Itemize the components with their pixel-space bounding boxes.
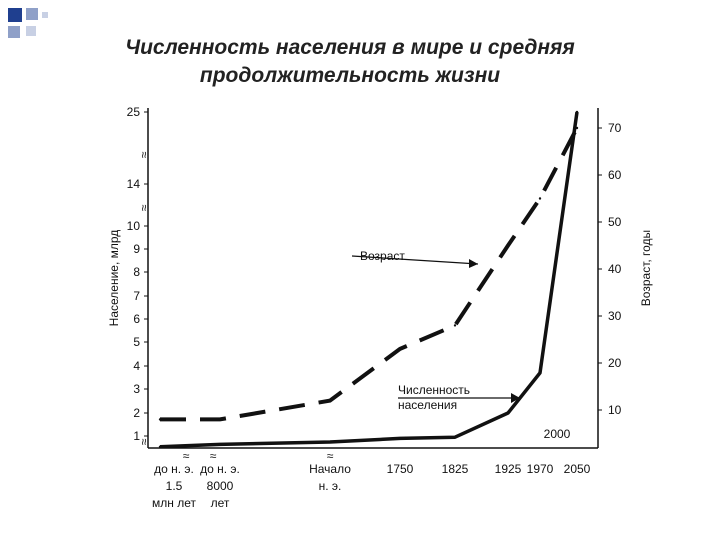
title-line-2: продолжительность жизни (199, 64, 501, 87)
right-tick-label: 60 (608, 168, 622, 182)
bullet-square (42, 12, 48, 18)
left-tick-label: 5 (133, 335, 140, 349)
x-tick-label-line: 2050 (564, 462, 591, 476)
x-axis-break-mark: ≈ (327, 449, 334, 463)
data-point-age (575, 126, 579, 130)
x-tick-label: 1750 (387, 462, 414, 476)
left-tick-label: 9 (133, 242, 140, 256)
left-tick-label: 10 (127, 219, 141, 233)
x-tick-label-line: 8000 (207, 479, 234, 493)
x-tick-label-line: 1.5 (166, 479, 183, 493)
slide-title: Численность населения в мире и средняя п… (60, 34, 640, 90)
left-tick-label: 8 (133, 265, 140, 279)
left-tick-label: 2 (133, 406, 140, 420)
x-tick-label: до н. э. 8000 лет (200, 462, 240, 510)
x-tick-label: 1925 (495, 462, 522, 476)
x-tick-label: 1825 (442, 462, 469, 476)
data-point-population (328, 440, 332, 444)
x-tick-label-line: до н. э. (200, 462, 240, 476)
data-point-population (538, 371, 542, 375)
axis-break-mark: ≈ (137, 204, 151, 211)
right-tick-label: 40 (608, 262, 622, 276)
bullet-square (26, 26, 36, 36)
data-point-age (506, 244, 510, 247)
x-tick-label-line: 1925 (495, 462, 522, 476)
x-tick-label-line: лет (211, 496, 230, 510)
annotation-arrowhead-population (511, 393, 520, 403)
left-tick-label: 3 (133, 382, 140, 396)
axis-break-mark: ≈ (137, 151, 151, 158)
data-point-age (538, 197, 542, 200)
bullet-square (8, 26, 20, 38)
right-axis-title: Возраст, годы (639, 230, 653, 306)
data-point-population (218, 443, 222, 446)
right-tick-label: 10 (608, 403, 622, 417)
x-tick-label-line: до н. э. (154, 462, 194, 476)
data-point-age (328, 399, 332, 402)
bullet-square (26, 8, 38, 20)
x-axis-break-mark: ≈ (210, 449, 217, 463)
data-point-population (575, 110, 579, 114)
data-point-population (506, 411, 510, 415)
annotation-arrow-age (351, 255, 479, 265)
left-tick-label: 1 (133, 429, 140, 443)
x-tick-label-line: млн лет (152, 496, 196, 510)
x-tick-label-line: 1825 (442, 462, 469, 476)
series-line-population (159, 111, 579, 449)
right-tick-label: 50 (608, 215, 622, 229)
right-tick-label: 70 (608, 121, 622, 135)
left-tick-label: 14 (127, 177, 141, 191)
annotation-arrowhead-age (469, 259, 478, 268)
x-tick-label-line: 1750 (387, 462, 414, 476)
data-point-age (158, 418, 162, 421)
left-tick-label: 7 (133, 289, 140, 303)
decorative-bullets (8, 8, 48, 48)
right-tick-label: 20 (608, 356, 622, 370)
annotation-population: населения (398, 398, 457, 412)
year-2000-label: 2000 (544, 427, 571, 441)
data-point-population (398, 437, 402, 440)
right-tick-label: 30 (608, 309, 622, 323)
data-point-age (453, 324, 457, 327)
series-line-age (160, 127, 579, 422)
data-point-population (453, 436, 457, 439)
data-point-population (158, 445, 162, 448)
annotation-age: Возраст (360, 249, 405, 263)
data-point-age (218, 418, 222, 421)
bullet-square (8, 8, 22, 22)
x-tick-label: Начало н. э. (309, 462, 351, 493)
x-tick-label-line: Начало (309, 462, 351, 476)
x-tick-label: 2050 (564, 462, 591, 476)
x-tick-label: до н. э. 1.5 млн лет (152, 462, 196, 510)
x-axis-break-mark: ≈ (183, 449, 190, 463)
left-tick-label: 25 (127, 105, 141, 119)
axis-break-mark: ≈ (137, 438, 151, 445)
x-tick-label-line: н. э. (319, 479, 342, 493)
left-axis-title: Население, млрд (107, 230, 121, 327)
data-point-age (398, 347, 402, 351)
title-line-1: Численность населения в мире и средняя (125, 36, 575, 59)
left-tick-label: 4 (133, 359, 140, 373)
left-tick-label: 6 (133, 312, 140, 326)
annotation-population: Численность (398, 383, 470, 397)
x-tick-label-line: 1970 (527, 462, 554, 476)
x-tick-label: 1970 (527, 462, 554, 476)
